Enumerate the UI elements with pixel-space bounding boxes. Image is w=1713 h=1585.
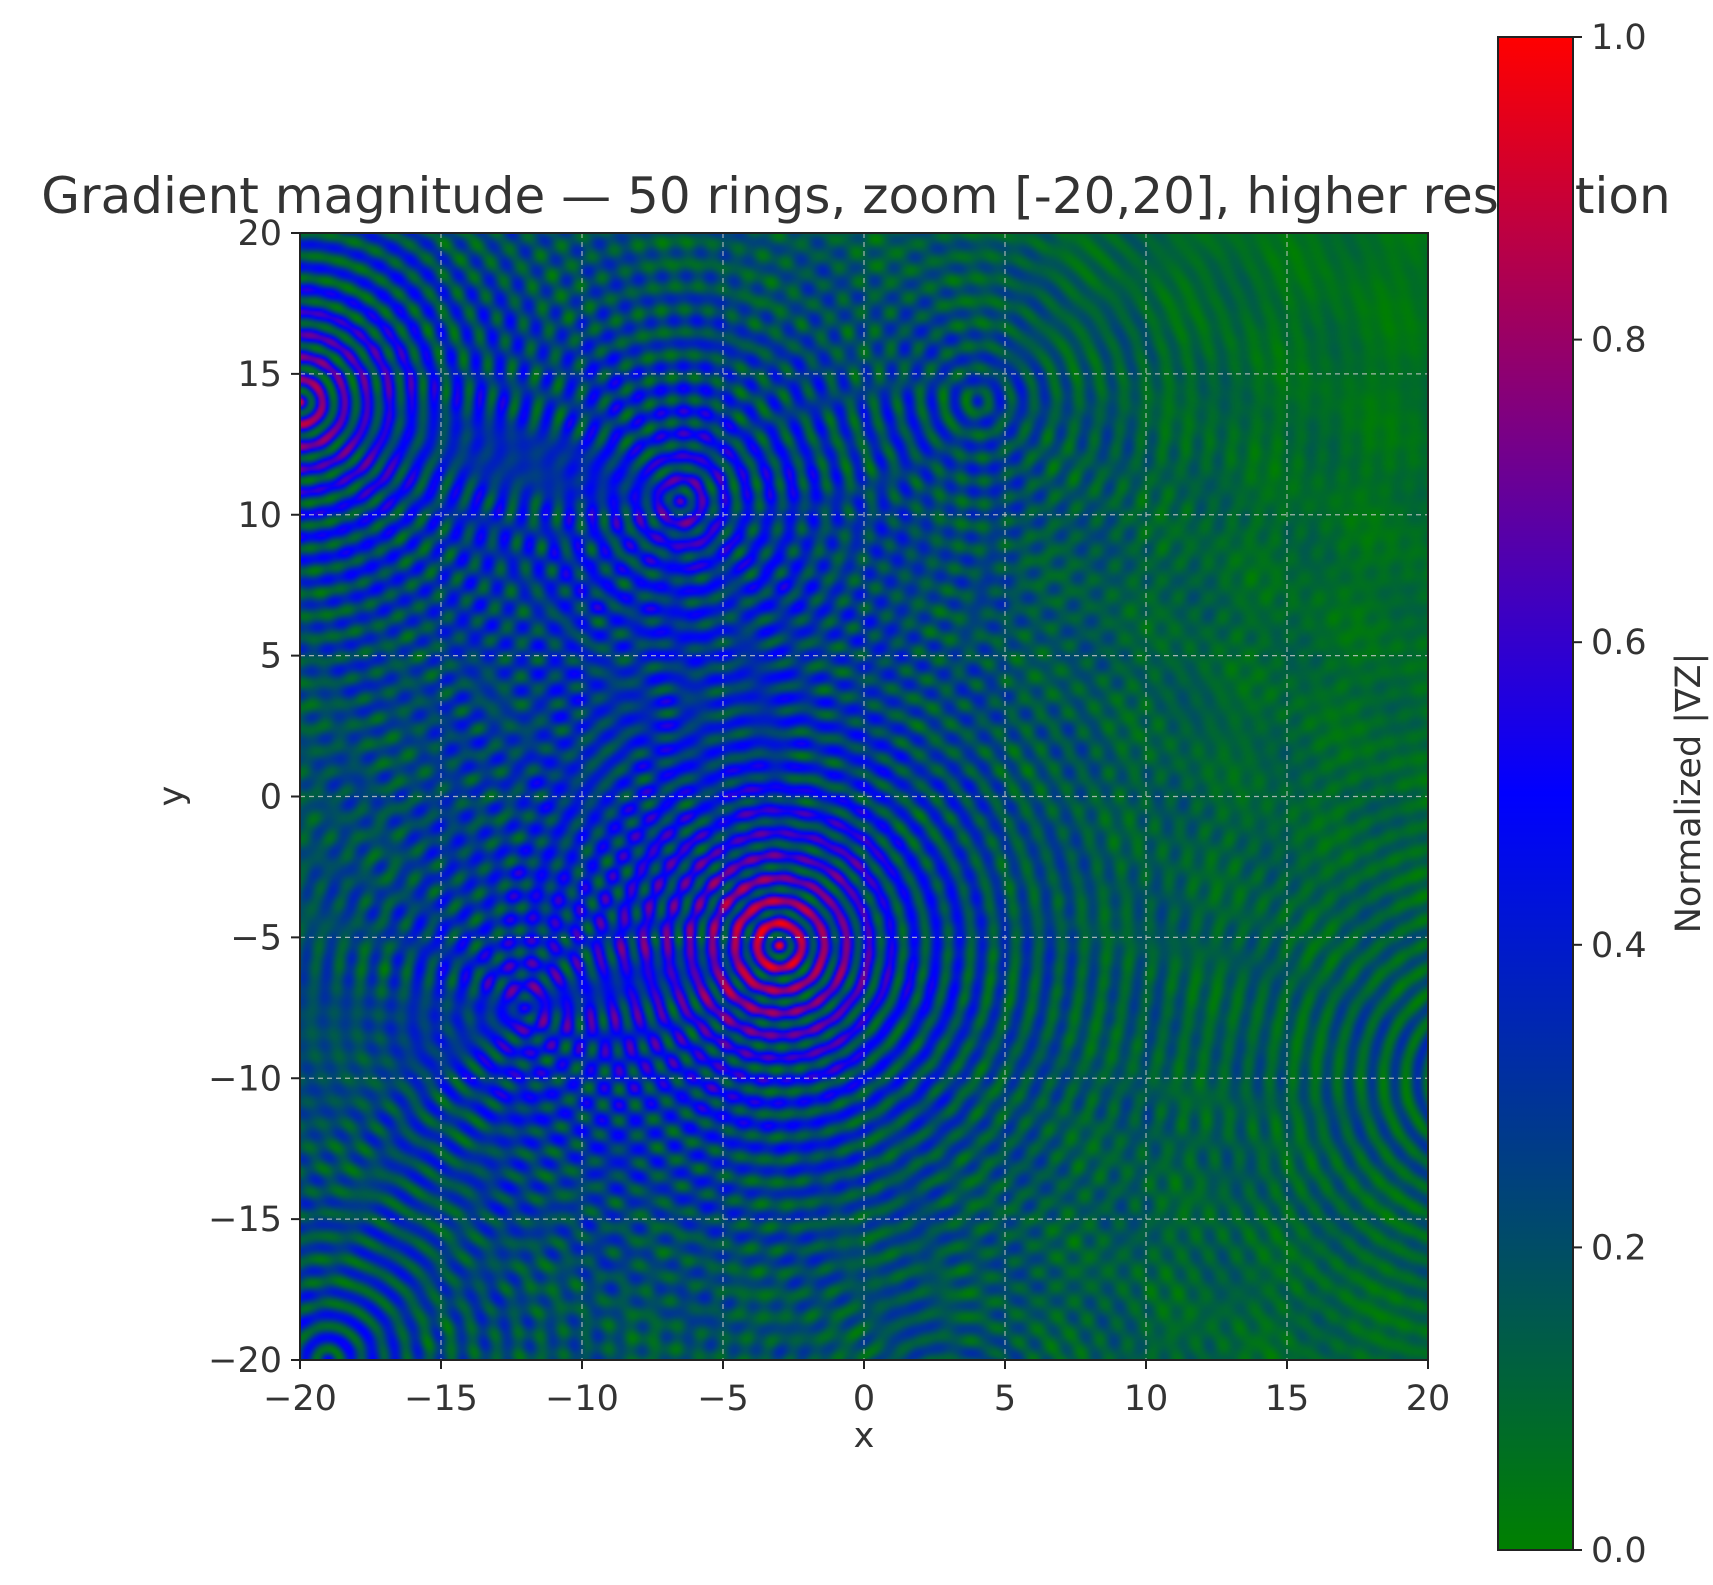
x-tick-label: 15 xyxy=(1265,1379,1310,1419)
x-tick-label: −10 xyxy=(545,1379,619,1419)
y-axis-label: y xyxy=(152,786,192,807)
colorbar-tick-label: 1.0 xyxy=(1591,18,1647,58)
y-tick-label: −20 xyxy=(208,1341,282,1381)
y-tick-label: −15 xyxy=(208,1200,282,1240)
colorbar-label: Normalized |∇Z| xyxy=(1669,653,1709,934)
x-axis-ticks: −20 −15 −10 −5 0 5 10 15 20 xyxy=(263,1360,1450,1419)
colorbar: 0.0 0.2 0.4 0.6 0.8 1.0 Normalized |∇Z| xyxy=(1497,18,1709,1571)
colorbar-gradient xyxy=(1497,36,1574,1551)
colorbar-tick-label: 0.2 xyxy=(1591,1228,1647,1268)
colorbar-tick-label: 0.6 xyxy=(1591,623,1647,663)
x-tick-label: −20 xyxy=(263,1379,337,1419)
x-tick-label: −15 xyxy=(404,1379,478,1419)
x-axis-label: x xyxy=(854,1416,875,1456)
colorbar-tick-label: 0.8 xyxy=(1591,321,1647,361)
x-tick-label: 0 xyxy=(853,1379,875,1419)
colorbar-tick-label: 0.4 xyxy=(1591,926,1647,966)
y-tick-label: 15 xyxy=(237,355,282,395)
x-tick-label: 10 xyxy=(1124,1379,1169,1419)
x-tick-label: −5 xyxy=(697,1379,749,1419)
colorbar-ticks: 0.0 0.2 0.4 0.6 0.8 1.0 xyxy=(1573,18,1647,1571)
y-tick-label: 10 xyxy=(237,496,282,536)
y-tick-label: −10 xyxy=(208,1059,282,1099)
x-tick-label: 5 xyxy=(994,1379,1016,1419)
colorbar-tick-label: 0.0 xyxy=(1591,1531,1647,1571)
y-tick-label: 0 xyxy=(260,778,282,818)
y-tick-label: −5 xyxy=(230,918,282,958)
y-tick-label: 20 xyxy=(237,214,282,254)
y-tick-label: 5 xyxy=(260,637,282,677)
y-axis-ticks: −20 −15 −10 −5 0 5 10 15 20 xyxy=(208,214,300,1381)
chart-title: Gradient magnitude — 50 rings, zoom [-20… xyxy=(41,167,1670,225)
x-tick-label: 20 xyxy=(1406,1379,1451,1419)
